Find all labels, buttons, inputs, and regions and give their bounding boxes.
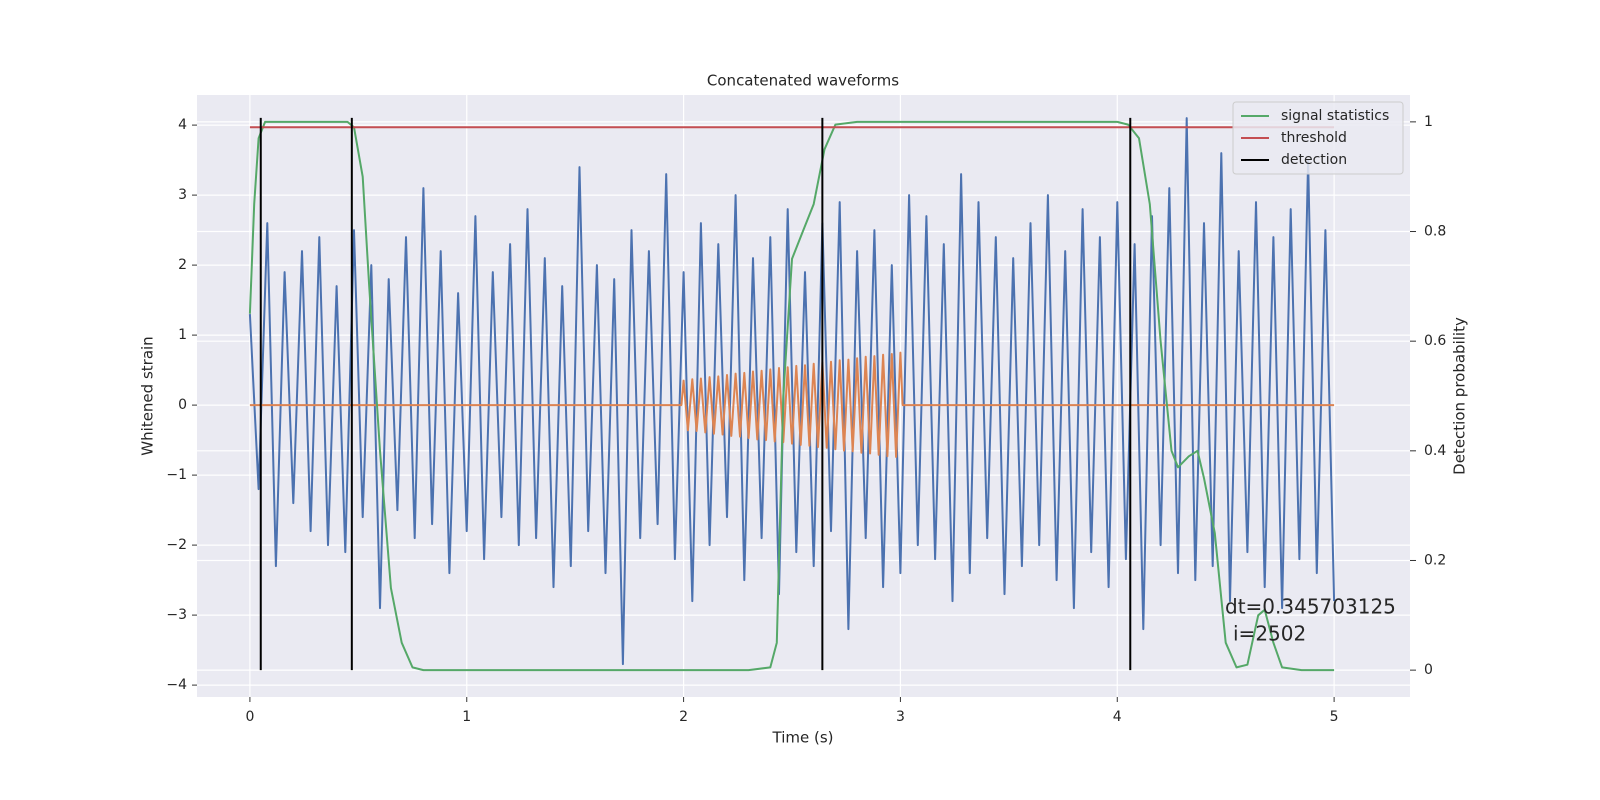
y-tick-label: −4 (166, 677, 187, 693)
y2-tick-label: 0 (1424, 662, 1433, 678)
y-tick-label: −1 (166, 467, 187, 483)
x-axis-label: Time (s) (772, 729, 834, 747)
plot-marks (248, 117, 1336, 672)
x-tick-label: 1 (462, 709, 471, 725)
y-tick-label: −3 (166, 607, 187, 623)
annotation: dt=0.345703125 (1225, 595, 1396, 619)
annotation: i=2502 (1233, 622, 1306, 646)
x-tick-label: 0 (245, 709, 254, 725)
y-axis-label: Whitened strain (139, 336, 157, 455)
y-tick-label: 4 (178, 117, 187, 133)
y2-tick-label: 1 (1424, 114, 1433, 130)
y-tick-label: 3 (178, 187, 187, 203)
legend: signal statistics threshold detection (1232, 101, 1404, 175)
legend-box (1232, 101, 1404, 175)
x-tick-label: 2 (679, 709, 688, 725)
legend-label: threshold (1281, 130, 1347, 146)
series-line (248, 117, 1336, 666)
y2-tick-label: 0.4 (1424, 443, 1446, 459)
legend-label: detection (1281, 152, 1347, 168)
axes: 0 1 2 3 4 5 −4 −3 −2 −1 0 1 2 3 4 0 0.2 0.4 0.6 0.8 1 (166, 114, 1446, 725)
y2-tick-label: 0.8 (1424, 224, 1446, 240)
y-tick-label: 1 (178, 327, 187, 343)
series-line (249, 351, 1335, 458)
series-line (248, 120, 1335, 672)
y-tick-label: 2 (178, 257, 187, 273)
x-tick-label: 3 (896, 709, 905, 725)
chart-title: Concatenated waveforms (707, 72, 899, 90)
y2-tick-label: 0.2 (1424, 552, 1446, 568)
legend-label: signal statistics (1281, 108, 1389, 124)
x-tick-label: 4 (1113, 709, 1122, 725)
y-tick-label: −2 (166, 537, 187, 553)
x-tick-label: 5 (1330, 709, 1339, 725)
y2-axis-label: Detection probability (1451, 317, 1469, 475)
y2-tick-label: 0.6 (1424, 333, 1446, 349)
y-tick-label: 0 (178, 397, 187, 413)
